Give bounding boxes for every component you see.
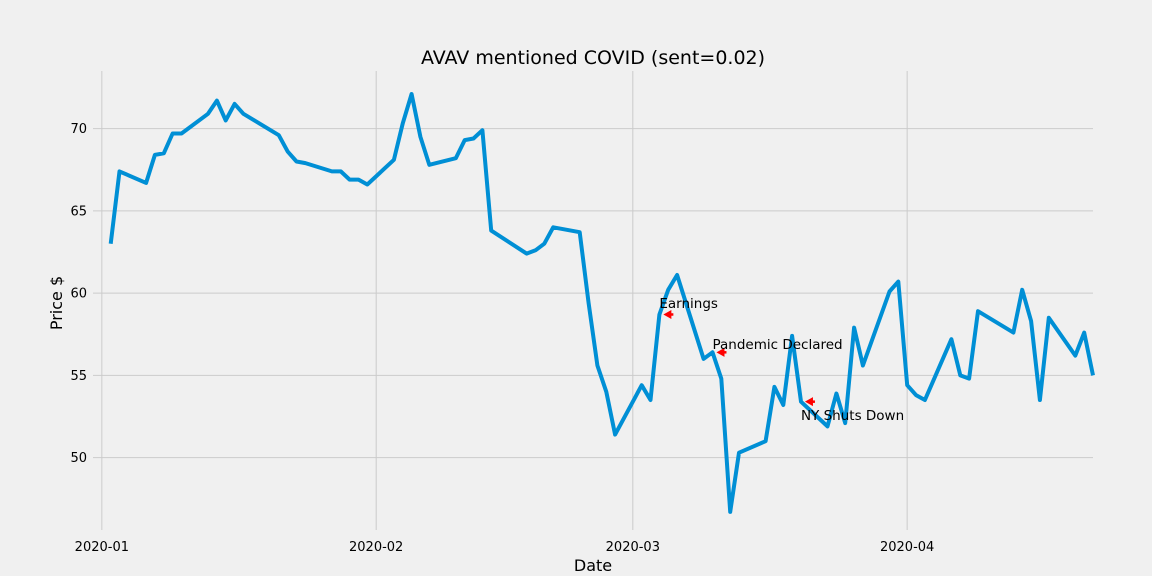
annotation-arrowhead xyxy=(716,347,725,357)
annotation-label: NY Shuts Down xyxy=(801,408,904,424)
x-axis-label: Date xyxy=(574,556,612,575)
gridlines xyxy=(93,71,1093,530)
x-tick-label: 2020-03 xyxy=(606,540,660,555)
y-tick-label: 50 xyxy=(70,451,87,466)
y-tick-label: 60 xyxy=(70,287,87,302)
x-tick-label: 2020-01 xyxy=(75,540,129,555)
y-tick-label: 70 xyxy=(70,122,87,137)
chart-title: AVAV mentioned COVID (sent=0.02) xyxy=(421,47,765,69)
annotation-arrowhead xyxy=(663,309,672,319)
annotation-arrowhead xyxy=(804,397,813,407)
y-axis-label: Price $ xyxy=(47,276,66,330)
price-line xyxy=(108,92,1095,514)
x-tick-label: 2020-04 xyxy=(880,540,934,555)
annotation-label: Earnings xyxy=(659,296,718,312)
plot-area xyxy=(108,92,1095,514)
annotation-label: Pandemic Declared xyxy=(712,337,842,353)
x-axis-ticks: 2020-01 2020-02 2020-03 2020-04 xyxy=(75,540,935,555)
y-tick-label: 65 xyxy=(70,204,87,219)
y-tick-label: 55 xyxy=(70,369,87,384)
annotations: Earnings Pandemic Declared NY Shuts Down xyxy=(659,296,904,424)
x-tick-label: 2020-02 xyxy=(349,540,403,555)
y-axis-ticks: 50 55 60 65 70 xyxy=(70,122,87,466)
